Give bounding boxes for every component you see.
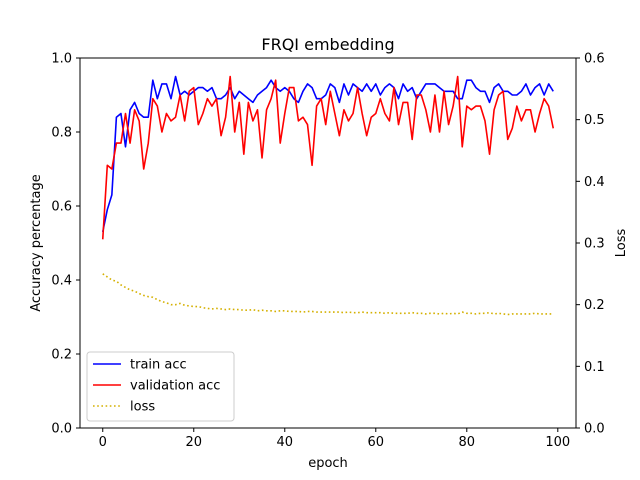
y2-tick-label: 0.3	[584, 237, 605, 252]
legend-label: validation acc	[130, 379, 220, 394]
y2-tick-label: 0.6	[584, 52, 605, 67]
x-tick-label: 80	[459, 435, 476, 450]
y-axis-left: 0.0 0.2 0.4 0.6 0.8 1.0	[51, 52, 80, 437]
x-axis: 0 20 40 60 80 100	[99, 428, 570, 450]
y-tick-label: 0.2	[51, 348, 72, 363]
y-tick-label: 0.8	[51, 126, 72, 141]
series-layer	[101, 75, 555, 316]
legend-box	[86, 351, 235, 422]
legend-label: train acc	[130, 358, 187, 373]
y2-tick-label: 0.2	[584, 298, 605, 313]
y-axis-label: Accuracy percentage	[29, 174, 44, 312]
y2-tick-label: 0.0	[584, 422, 605, 437]
y-tick-label: 1.0	[51, 52, 72, 67]
series-line-validation-acc	[101, 75, 555, 240]
y-tick-label: 0.4	[51, 274, 72, 289]
x-tick-label: 100	[545, 435, 570, 450]
legend: train acc validation acc loss	[86, 351, 235, 422]
y2-axis-label: Loss	[614, 229, 629, 258]
y2-tick-label: 0.4	[584, 175, 605, 190]
chart-title: FRQI embedding	[261, 35, 394, 54]
x-tick-label: 40	[276, 435, 293, 450]
legend-label: loss	[130, 400, 155, 415]
x-axis-label: epoch	[308, 456, 348, 471]
y-tick-label: 0.6	[51, 200, 72, 215]
y-axis-right: 0.0 0.1 0.2 0.3 0.4 0.5 0.6	[576, 52, 605, 437]
series-line-train-acc	[101, 75, 554, 233]
y2-tick-label: 0.1	[584, 360, 605, 375]
y-tick-label: 0.0	[51, 422, 72, 437]
y2-tick-label: 0.5	[584, 113, 605, 128]
x-tick-label: 60	[368, 435, 385, 450]
x-tick-label: 0	[99, 435, 107, 450]
x-tick-label: 20	[185, 435, 202, 450]
